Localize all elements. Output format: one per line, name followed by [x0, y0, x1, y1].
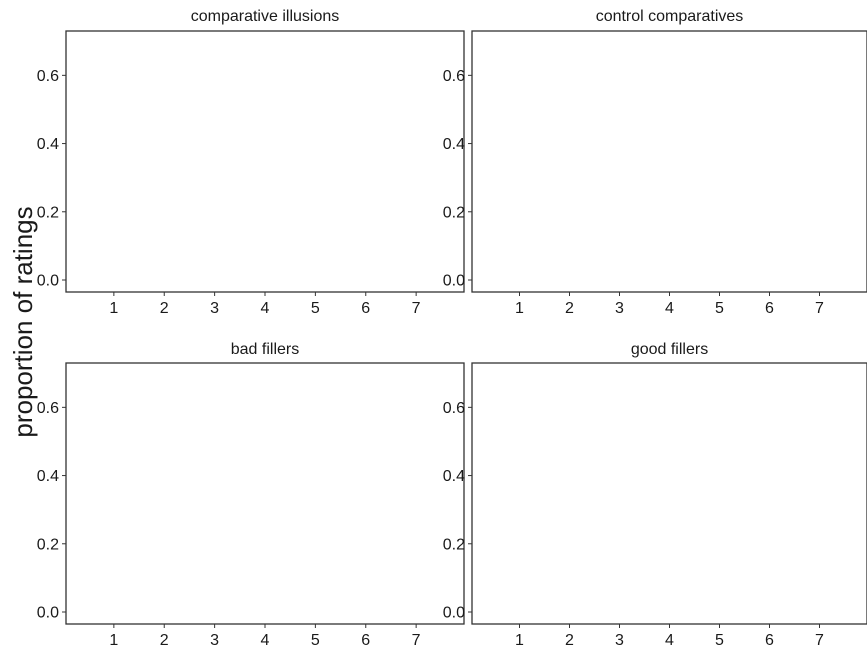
panel-title: good fillers	[631, 341, 708, 358]
y-tick-label: 0.2	[443, 536, 465, 553]
x-tick-label: 3	[615, 632, 624, 649]
x-tick-label: 3	[615, 300, 624, 317]
x-tick-label: 5	[311, 300, 320, 317]
panel-border	[471, 362, 867, 625]
x-tick-label: 5	[311, 632, 320, 649]
x-tick-label: 1	[109, 300, 118, 317]
x-tick-label: 4	[261, 300, 270, 317]
x-tick-label: 2	[160, 300, 169, 317]
x-tick-label: 1	[109, 632, 118, 649]
x-tick-label: 5	[715, 300, 724, 317]
panel-title: bad fillers	[231, 341, 299, 358]
y-tick-label: 0.4	[443, 136, 465, 153]
panel-1: 0.0 0.2 0.4 0.6 1 2 3 4 5 6 7 comparative illusions	[37, 8, 465, 317]
x-tick-label: 6	[361, 632, 370, 649]
y-tick-label: 0.6	[37, 400, 59, 417]
y-tick-label: 0.0	[443, 273, 465, 290]
y-tick-label: 0.0	[37, 605, 59, 622]
x-tick-label: 5	[715, 632, 724, 649]
x-tick-label: 7	[412, 632, 421, 649]
x-tick-label: 7	[412, 300, 421, 317]
x-tick-label: 1	[515, 632, 524, 649]
x-tick-label: 6	[765, 632, 774, 649]
y-tick-label: 0.2	[37, 204, 59, 221]
y-tick-label: 0.0	[443, 605, 465, 622]
panel-4: 0.0 0.2 0.4 0.6 1 2 3 4 5 6 7 good fillers	[443, 341, 867, 649]
x-tick-label: 1	[515, 300, 524, 317]
panel-title: control comparatives	[596, 8, 744, 25]
x-tick-label: 2	[160, 632, 169, 649]
y-tick-label: 0.6	[37, 68, 59, 85]
x-tick-label: 4	[261, 632, 270, 649]
y-tick-label: 0.6	[443, 68, 465, 85]
y-tick-label: 0.2	[443, 204, 465, 221]
y-tick-label: 0.4	[443, 468, 465, 485]
y-tick-label: 0.6	[443, 400, 465, 417]
panel-border	[471, 30, 867, 293]
x-tick-label: 3	[210, 632, 219, 649]
panel-3: 0.0 0.2 0.4 0.6 1 2 3 4 5 6 7 bad fillers	[37, 341, 465, 649]
x-tick-label: 6	[361, 300, 370, 317]
x-tick-label: 4	[665, 632, 674, 649]
x-tick-label: 7	[815, 632, 824, 649]
y-axis-title: proportion of ratings	[8, 206, 38, 437]
x-tick-label: 7	[815, 300, 824, 317]
panel-2: 0.0 0.2 0.4 0.6 1 2 3 4 5 6 7 control comparatives	[443, 8, 867, 317]
x-tick-label: 6	[765, 300, 774, 317]
panel-border	[65, 362, 465, 625]
x-tick-label: 3	[210, 300, 219, 317]
x-tick-label: 2	[565, 632, 574, 649]
y-tick-label: 0.2	[37, 536, 59, 553]
x-tick-label: 4	[665, 300, 674, 317]
y-tick-label: 0.0	[37, 273, 59, 290]
panel-title: comparative illusions	[191, 8, 340, 25]
y-tick-label: 0.4	[37, 468, 59, 485]
panel-border	[65, 30, 465, 293]
y-tick-label: 0.4	[37, 136, 59, 153]
x-tick-label: 2	[565, 300, 574, 317]
